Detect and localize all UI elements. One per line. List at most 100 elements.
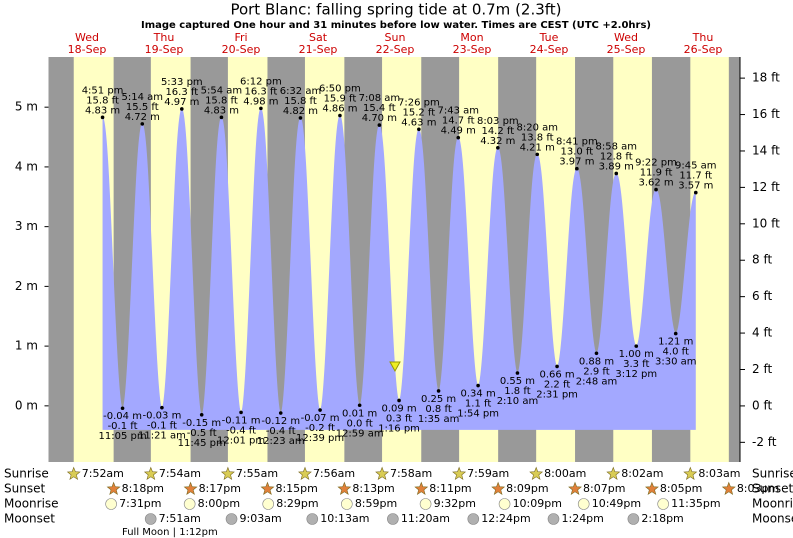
tide-label: 4.72 m (125, 112, 160, 123)
y-tick-label: 0 m (15, 398, 38, 412)
y-tick-label: 2 m (15, 279, 38, 293)
moonset-label: 7:51am (159, 512, 201, 525)
day-label: Fri (234, 31, 247, 44)
day-label: Wed (75, 31, 99, 44)
moonrise-icon (498, 498, 511, 510)
sun-icon (452, 466, 467, 480)
date-label: 18-Sep (68, 43, 107, 56)
row-label: Sunset (752, 482, 793, 496)
tide-point (338, 113, 342, 118)
tide-label: 13.8 ft (521, 132, 554, 143)
sun-icon (721, 481, 736, 495)
tide-label: 13.0 ft (560, 147, 593, 158)
tide-label: 12:01 pm (217, 435, 265, 446)
tide-label: 5:14 am (122, 92, 164, 103)
tide-label: 11.9 ft (640, 168, 673, 179)
sunset-label: 8:18pm (122, 482, 164, 495)
tide-label: 4.98 m (243, 96, 278, 107)
day-label: Thu (153, 31, 175, 44)
tide-label: 8:58 am (596, 141, 638, 152)
tide-label: 4.83 m (204, 105, 239, 116)
y-tick-label: 5 m (15, 100, 38, 114)
chart-subtitle: Image captured One hour and 31 minutes b… (141, 20, 651, 31)
sun-icon (375, 466, 389, 480)
tide-label: 8:20 am (516, 122, 558, 133)
tide-point (515, 371, 520, 375)
tide-label: 1.00 m (619, 349, 654, 360)
date-label: 19-Sep (145, 43, 184, 56)
sunset-label: 8:03pm (737, 482, 779, 495)
moonset-icon (467, 513, 480, 525)
moonset-icon (306, 513, 319, 525)
tide-point (397, 398, 401, 403)
sun-icon (683, 466, 698, 480)
tide-point (278, 411, 283, 415)
tide-label: 3.57 m (678, 181, 713, 192)
sun-icon (414, 481, 429, 495)
tide-point (120, 406, 125, 411)
sunrise-label: 8:00am (544, 467, 586, 480)
tide-point (417, 127, 421, 132)
moonrise-icon (577, 498, 590, 510)
date-label: 26-Sep (684, 43, 723, 56)
day-label: Thu (692, 31, 714, 44)
moonset-icon (144, 513, 157, 525)
y2-tick-label: 4 ft (752, 326, 772, 340)
y2-tick-label: 0 ft (752, 398, 772, 412)
moonrise-icon (657, 498, 669, 510)
day-label: Wed (614, 31, 638, 44)
moonrise-label: 10:09pm (513, 497, 562, 510)
sunrise-label: 8:03am (698, 467, 740, 480)
tide-point (377, 123, 382, 127)
row-label: Sunrise (752, 467, 793, 481)
sun-icon (66, 466, 81, 480)
moonrise-label: 9:32pm (434, 497, 476, 510)
date-label: 20-Sep (222, 43, 261, 56)
y-tick-label: 4 m (15, 159, 38, 173)
y2-tick-label: 8 ft (752, 253, 772, 267)
tide-point (239, 410, 243, 415)
tide-label: -0.4 ft (226, 425, 256, 436)
sunrise-label: 8:02am (621, 467, 663, 480)
y2-tick-label: 12 ft (752, 180, 780, 194)
tide-label: 12.8 ft (600, 151, 633, 162)
tide-label: 4:51 pm (82, 85, 124, 96)
moonset-icon (225, 513, 238, 525)
tide-label: 4.32 m (480, 136, 515, 147)
tide-label: 3.97 m (559, 157, 594, 168)
tide-label: 0.66 m (539, 369, 574, 380)
tide-point (654, 187, 658, 192)
moonrise-label: 8:59pm (355, 497, 397, 510)
tide-label: -0.5 ft (187, 428, 217, 439)
sun-icon (260, 481, 275, 495)
tide-point (219, 115, 224, 120)
tide-label: 4.21 m (520, 142, 555, 153)
tide-label: 0.55 m (500, 376, 535, 387)
tide-label: 11.7 ft (679, 171, 712, 182)
tide-label: -0.4 ft (266, 426, 296, 437)
moonrise-label: 8:29pm (276, 497, 318, 510)
tide-label: 7:43 am (437, 106, 479, 117)
row-label: Sunset (4, 482, 45, 496)
tide-label: 2.2 ft (544, 379, 570, 390)
tide-label: -0.1 ft (108, 421, 138, 432)
moonset-icon (387, 513, 399, 525)
tide-label: 6:32 am (280, 86, 322, 97)
tide-label: 4.63 m (401, 117, 436, 128)
day-label: Sat (309, 31, 328, 44)
tide-label: -0.04 m (103, 411, 142, 422)
tide-label: 8:03 pm (477, 116, 519, 127)
sun-icon (298, 466, 312, 480)
tide-label: 4.83 m (85, 105, 120, 116)
tide-label: 7:08 am (359, 93, 401, 104)
tide-label: 6:12 pm (240, 76, 282, 87)
sunset-label: 8:15pm (275, 482, 317, 495)
moonrise-icon (183, 498, 196, 510)
moonset-label: 10:13am (320, 512, 369, 525)
tide-label: 8:41 pm (556, 137, 598, 148)
sun-icon (337, 481, 352, 495)
sun-icon (220, 466, 235, 480)
tide-label: 12:59 am (336, 428, 384, 439)
tide-label: 0.8 ft (425, 404, 451, 415)
